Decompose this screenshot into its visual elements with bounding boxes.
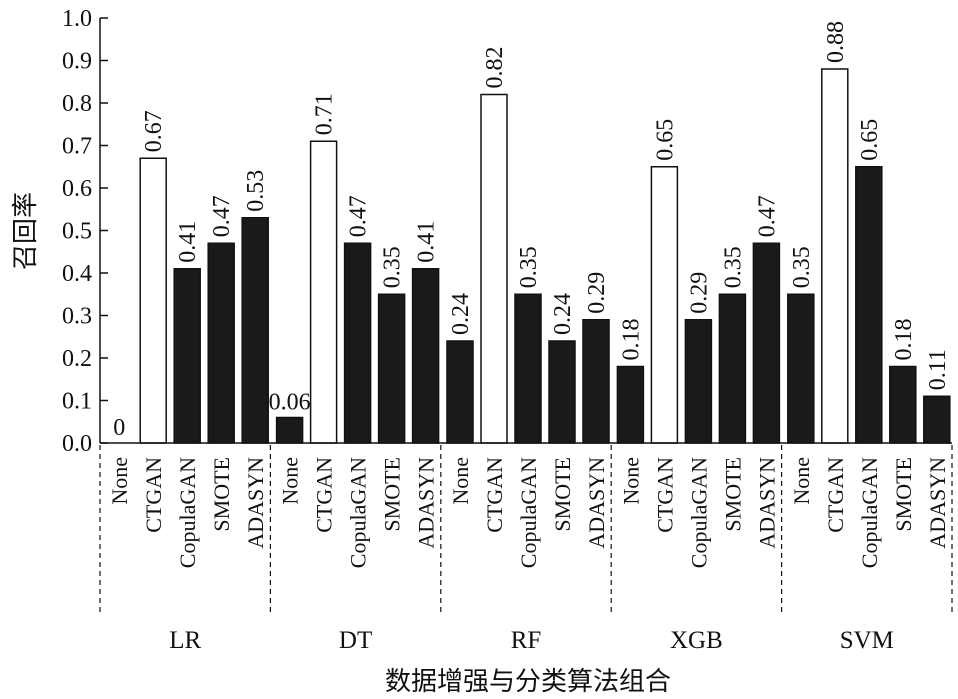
x-tick-label-method: None — [278, 457, 303, 505]
y-tick-label: 0.4 — [62, 261, 92, 287]
value-label: 0.65 — [652, 119, 678, 161]
value-label: 0 — [113, 415, 125, 441]
x-tick-label-method: CopulaGAN — [175, 457, 200, 568]
x-tick-label-method: ADASYN — [584, 457, 609, 549]
x-group-label: XGB — [670, 627, 723, 654]
y-tick-label: 0.3 — [62, 304, 92, 330]
value-label: 0.88 — [823, 21, 849, 63]
x-tick-label-method: CopulaGAN — [686, 457, 711, 568]
x-tick-label-method: SMOTE — [720, 457, 745, 532]
value-label: 0.35 — [720, 246, 746, 288]
x-tick-label-method: CopulaGAN — [346, 457, 371, 568]
y-tick-label: 0.9 — [62, 49, 92, 75]
x-tick-label-method: ADASYN — [754, 457, 779, 549]
x-tick-label-method: CopulaGAN — [516, 457, 541, 568]
bar-rf-ctgan — [480, 93, 508, 444]
bar-lr-copulagan — [173, 268, 201, 444]
x-group-label: DT — [339, 627, 372, 654]
bar-rf-smote — [548, 340, 576, 444]
bar-xgb-ctgan — [650, 166, 679, 444]
x-tick-label-method: SMOTE — [209, 457, 234, 532]
value-label: 0.35 — [380, 246, 406, 288]
value-label: 0.47 — [754, 195, 780, 237]
x-tick-label-method: None — [107, 457, 132, 505]
value-label: 0.41 — [414, 221, 440, 263]
bar-lr-adasyn — [241, 217, 269, 444]
bar-svm-smote — [889, 365, 917, 444]
x-tick-label-method: CopulaGAN — [857, 457, 882, 568]
x-tick-label-method: SMOTE — [380, 457, 405, 532]
x-tick-label-method: CTGAN — [482, 457, 507, 533]
bar-rf-adasyn — [582, 319, 610, 444]
bar-lr-ctgan — [139, 157, 167, 444]
y-tick-label: 0.7 — [62, 134, 92, 160]
value-label: 0.24 — [550, 293, 576, 335]
y-tick-label: 0.1 — [62, 389, 92, 415]
value-label: 0.24 — [448, 293, 474, 335]
y-tick-label: 0.8 — [62, 91, 92, 117]
value-label: 0.53 — [243, 170, 269, 212]
x-group-label: SVM — [840, 627, 894, 654]
value-label: 0.67 — [141, 110, 167, 152]
bar-svm-adasyn — [923, 395, 951, 444]
bar-xgb-smote — [718, 293, 747, 444]
y-tick-label: 0.0 — [62, 431, 92, 457]
y-tick-label: 0.2 — [62, 346, 92, 372]
bar-dt-adasyn — [411, 268, 440, 444]
x-tick-label-method: CTGAN — [312, 457, 337, 533]
value-label: 0.47 — [209, 195, 235, 237]
bar-svm-none — [787, 293, 815, 444]
bar-dt-ctgan — [309, 140, 338, 444]
x-tick-label-method: SMOTE — [891, 457, 916, 532]
x-tick-label-method: CTGAN — [823, 457, 848, 533]
value-label: 0.35 — [789, 246, 815, 288]
y-tick-label: 0.5 — [62, 219, 92, 245]
x-tick-label-method: SMOTE — [550, 457, 575, 532]
value-label: 0.41 — [175, 221, 201, 263]
value-label: 0.82 — [482, 47, 508, 89]
bar-xgb-copulagan — [684, 319, 713, 444]
bars — [139, 68, 951, 444]
value-labels: 0 0.67 0.41 0.47 0.53 0.06 0.71 0.47 0.35 0.41 0.2… — [113, 21, 951, 441]
value-label: 0.18 — [618, 319, 644, 361]
y-tick-label: 0.6 — [62, 176, 92, 202]
x-tick-label-method: None — [789, 457, 814, 505]
x-tick-label-method: ADASYN — [243, 457, 268, 549]
x-tick-label-method: ADASYN — [925, 457, 950, 549]
value-label: 0.06 — [269, 390, 311, 416]
bar-rf-copulagan — [514, 293, 542, 444]
x-tick-label-method: CTGAN — [652, 457, 677, 533]
x-tick-label-method: CTGAN — [141, 457, 166, 533]
value-label: 0.65 — [857, 119, 883, 161]
bar-xgb-none — [616, 365, 645, 444]
value-label: 0.35 — [516, 246, 542, 288]
x-tick-label-method: None — [618, 457, 643, 505]
bar-lr-smote — [207, 242, 235, 444]
bar-svm-ctgan — [821, 68, 849, 444]
value-label: 0.47 — [346, 195, 372, 237]
bar-dt-none — [275, 416, 304, 444]
value-label: 0.71 — [312, 93, 338, 135]
bar-dt-smote — [377, 293, 406, 444]
bar-rf-none — [446, 340, 474, 444]
x-axis-title: 数据增强与分类算法组合 — [385, 667, 671, 697]
x-group-label: RF — [511, 627, 542, 654]
x-axis: None CTGAN CopulaGAN SMOTE ADASYN LR None CTGAN… — [99, 442, 953, 654]
x-tick-label-method: None — [448, 457, 473, 505]
y-tick-label: 1.0 — [62, 6, 92, 32]
bar-svm-copulagan — [855, 166, 883, 444]
value-label: 0.11 — [925, 349, 951, 390]
x-tick-label-method: ADASYN — [414, 457, 439, 549]
value-label: 0.29 — [686, 272, 712, 314]
bar-dt-copulagan — [343, 242, 372, 444]
x-group-label: LR — [169, 627, 201, 654]
y-axis-title: 召回率 — [11, 192, 41, 270]
value-label: 0.29 — [584, 272, 610, 314]
bar-xgb-adasyn — [752, 242, 781, 444]
y-axis: 0.0 0.1 0.2 0.3 0.4 0.5 0.6 0.7 0.8 0.9 1.0 — [62, 6, 108, 457]
value-label: 0.18 — [891, 319, 917, 361]
